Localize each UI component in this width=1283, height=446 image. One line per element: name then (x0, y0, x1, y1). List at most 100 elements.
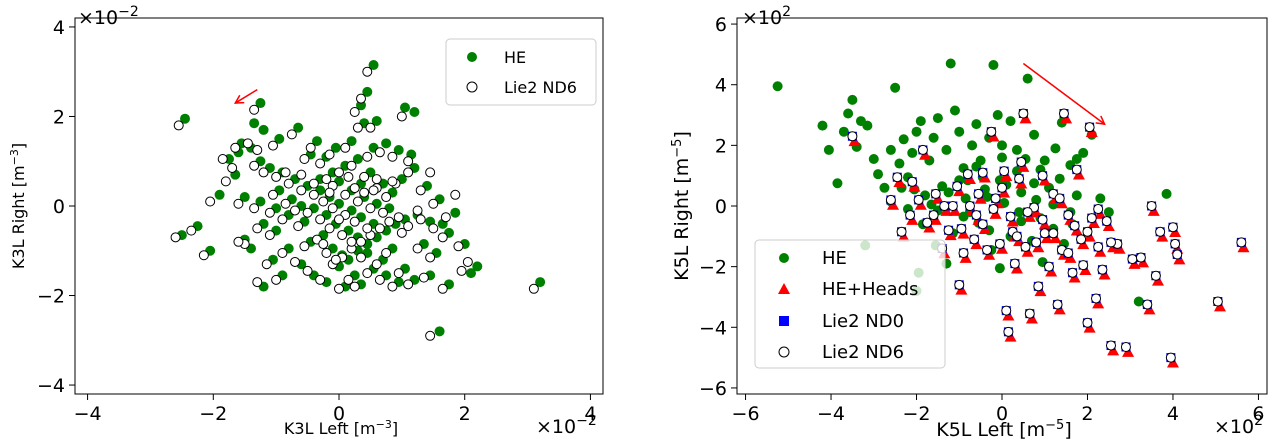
k3l-point-lie2-nd6 (356, 236, 366, 247)
k5l-point-lie2-nd6 (1063, 210, 1074, 221)
k3l-point-lie2-nd6 (227, 162, 238, 173)
k5l-point-lie2-nd6 (1071, 164, 1082, 175)
k5l-annotation (1022, 62, 1106, 126)
k3l-point-he (330, 142, 341, 153)
k3l-x-axis-label: K3L Left [m−3] (284, 418, 398, 438)
k3l-panel: −4 −2 0 2 4 −4 −2 0 2 4 ×10−2 ×10−2 K3L Left [m−3… (8, 4, 604, 438)
k5l-point-lie2-nd6 (1037, 214, 1048, 225)
k3l-point-lie2-nd6 (217, 154, 228, 164)
k5l-point-lie2-nd6 (1039, 228, 1050, 239)
k3l-point-lie2-nd6 (264, 207, 275, 218)
k3l-point-lie2-nd6 (230, 142, 241, 153)
k5l-point-lie2-nd6 (1069, 220, 1080, 231)
k5l-point-he (1050, 143, 1061, 154)
k5l-point-lie2-nd6 (1127, 254, 1138, 265)
k5l-x-tick-label: 6 (1252, 403, 1264, 425)
k3l-point-lie2-nd6 (456, 265, 467, 276)
k3l-point-lie2-nd6 (437, 232, 448, 243)
k3l-point-lie2-nd6 (352, 196, 363, 207)
k3l-point-he (180, 113, 190, 124)
k3l-point-lie2-nd6 (403, 279, 414, 290)
k5l-point-he (937, 181, 948, 192)
k3l-point-lie2-nd6 (440, 212, 451, 223)
k5l-x-tick-label: 0 (996, 403, 1008, 425)
k5l-point-lie2-nd6 (1016, 157, 1027, 168)
k3l-point-he (352, 154, 363, 164)
k5l-point-he (967, 140, 978, 151)
k5l-point-lie2-nd6 (969, 234, 980, 245)
k5l-y-tick-label: 0 (715, 196, 727, 218)
k3l-point-lie2-nd6 (371, 259, 382, 270)
k5l-point-lie2-nd6 (913, 194, 924, 205)
k3l-point-he (400, 102, 410, 113)
k3l-point-lie2-nd6 (425, 252, 436, 263)
k5l-point-lie2-nd6 (1067, 267, 1078, 278)
k5l-point-he (890, 82, 901, 93)
k3l-point-lie2-nd6 (296, 169, 307, 180)
k5l-point-lie2-nd6 (1082, 226, 1093, 237)
k3l-y-tick-label: −2 (37, 286, 65, 308)
k3l-point-lie2-nd6 (437, 283, 448, 294)
k5l-point-lie2-nd6 (999, 166, 1010, 177)
k3l-point-lie2-nd6 (412, 243, 423, 254)
k3l-point-lie2-nd6 (374, 274, 385, 285)
k3l-point-lie2-nd6 (387, 176, 398, 187)
k3l-x-tick-label: −4 (74, 403, 102, 425)
k5l-point-lie2-nd6 (964, 201, 975, 211)
k3l-y-tick-label: 0 (53, 196, 65, 218)
k5l-legend-label-lie2-nd0: Lie2 ND0 (822, 311, 904, 332)
k3l-point-lie2-nd6 (277, 214, 288, 225)
k5l-x-tick-label: −4 (817, 403, 845, 425)
k5l-point-lie2-nd6 (988, 204, 999, 215)
k5l-point-lie2-nd6 (1146, 201, 1157, 211)
k3l-point-he (258, 124, 269, 135)
k3l-point-lie2-nd6 (352, 122, 363, 133)
k5l-point-lie2-nd6 (847, 131, 858, 142)
k5l-point-he (982, 191, 993, 202)
k5l-point-he (915, 116, 926, 127)
k3l-point-lie2-nd6 (374, 223, 385, 234)
k3l-point-lie2-nd6 (198, 250, 209, 261)
k5l-y-tick-label: −2 (699, 257, 727, 279)
k3l-point-lie2-nd6 (264, 230, 275, 241)
k5l-point-he (949, 105, 960, 116)
k5l-point-lie2-nd6 (917, 144, 928, 155)
k5l-point-lie2-nd6 (1165, 352, 1176, 363)
k3l-point-lie2-nd6 (324, 149, 335, 160)
k3l-point-lie2-nd6 (362, 151, 373, 162)
k3l-legend-label-lie2-nd6: Lie2 ND6 (504, 78, 577, 97)
k3l-point-lie2-nd6 (318, 239, 329, 250)
k3l-point-he (255, 98, 266, 109)
k5l-point-he (1029, 178, 1040, 189)
k5l-point-he (832, 178, 843, 189)
k5l-point-lie2-nd6 (1084, 122, 1095, 133)
k5l-point-lie2-nd6 (1048, 228, 1059, 239)
k5l-point-he (1014, 207, 1025, 218)
k5l-point-he (911, 126, 922, 137)
k3l-point-lie2-nd6 (324, 187, 335, 198)
k3l-point-he (472, 261, 483, 272)
k3l-point-lie2-nd6 (359, 187, 370, 198)
k3l-point-lie2-nd6 (371, 174, 382, 185)
k3l-point-lie2-nd6 (299, 241, 310, 252)
k3l-point-lie2-nd6 (393, 268, 404, 279)
k5l-point-lie2-nd6 (1086, 213, 1097, 224)
k3l-point-lie2-nd6 (170, 232, 181, 243)
k3l-point-lie2-nd6 (302, 207, 313, 218)
k3l-point-lie2-nd6 (296, 185, 307, 196)
k3l-point-he (381, 138, 392, 149)
k3l-point-lie2-nd6 (220, 176, 231, 187)
k5l-point-lie2-nd6 (892, 172, 903, 183)
k5l-point-lie2-nd6 (928, 210, 939, 221)
k3l-markers (170, 60, 546, 341)
k3l-point-lie2-nd6 (249, 104, 260, 115)
k3l-legend-marker-he (467, 52, 477, 62)
k3l-point-lie2-nd6 (393, 212, 404, 223)
k5l-point-he (992, 110, 1003, 121)
k5l-arrow-shaft (1022, 62, 1106, 125)
k3l-y-tick-label: 4 (53, 17, 65, 39)
k3l-point-lie2-nd6 (330, 254, 341, 265)
k5l-point-he (1095, 193, 1106, 204)
k5l-point-lie2-nd6 (1170, 238, 1181, 249)
k3l-point-lie2-nd6 (280, 198, 291, 209)
